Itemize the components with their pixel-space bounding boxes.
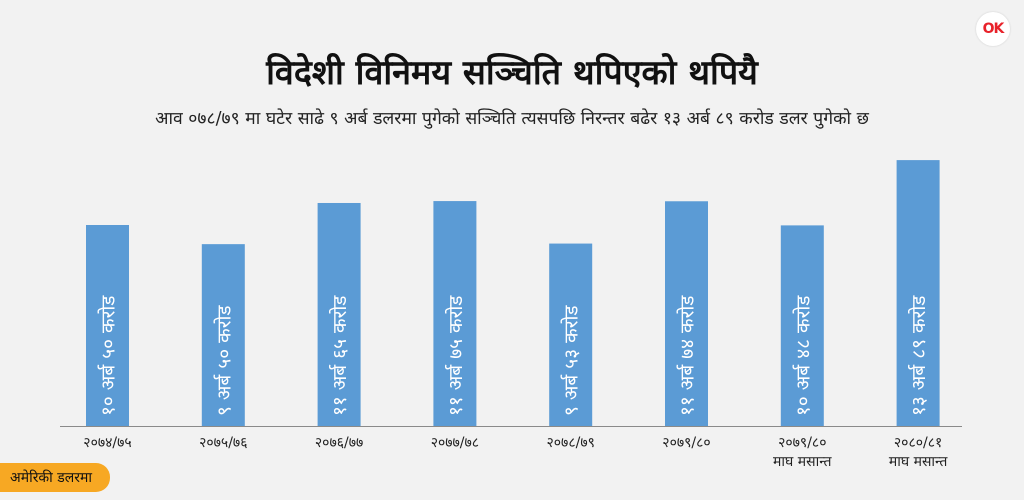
bar — [665, 201, 708, 426]
unit-badge: अमेरिकी डलरमा — [0, 463, 110, 492]
bar — [86, 225, 129, 426]
bar — [433, 201, 477, 426]
x-tick-label: २०७५/७६ — [199, 435, 247, 451]
bar — [317, 202, 361, 426]
x-tick-label: २०७७/७८ — [431, 435, 479, 451]
bar — [780, 225, 824, 426]
bar-data-label: ९ अर्ब ५० करोड — [212, 305, 235, 416]
x-tick-label: २०७६/७७ — [315, 435, 363, 451]
bar-data-label: ११ अर्ब ६५ करोड — [328, 295, 351, 416]
bar-data-label: ११ अर्ब ७५ करोड — [444, 295, 467, 416]
logo-text: OK — [982, 21, 1005, 37]
x-tick-label: २०७८/७९ — [546, 435, 594, 451]
x-tick-label: २०७९/८० — [778, 435, 826, 451]
bar — [549, 243, 593, 426]
x-tick-label: २०७४/७५ — [83, 435, 131, 451]
bar — [201, 244, 245, 426]
x-tick-label: माघ मसान्त — [773, 454, 832, 470]
bar — [896, 160, 940, 426]
x-tick-label: माघ मसान्त — [889, 454, 948, 470]
bar-data-label: ९ अर्ब ५३ करोड — [560, 305, 583, 416]
bar-data-label: १० अर्ब ४८ करोड — [791, 295, 814, 416]
chart-title: विदेशी विनिमय सञ्चिति थपिएको थपियै — [266, 53, 758, 93]
x-tick-label: २०८०/८१ — [894, 435, 942, 451]
bar-data-label: ११ अर्ब ७४ करोड — [676, 295, 699, 416]
onlinekhabar-logo: OK — [976, 12, 1010, 46]
bar-data-label: १० अर्ब ५० करोड — [97, 295, 120, 416]
chart-subtitle: आव ०७८/७९ मा घटेर साढे ९ अर्ब डलरमा पुगे… — [155, 109, 869, 129]
bar-data-label: १३ अर्ब ८९ करोड — [907, 295, 930, 416]
x-tick-label: २०७९/८० — [662, 435, 710, 451]
